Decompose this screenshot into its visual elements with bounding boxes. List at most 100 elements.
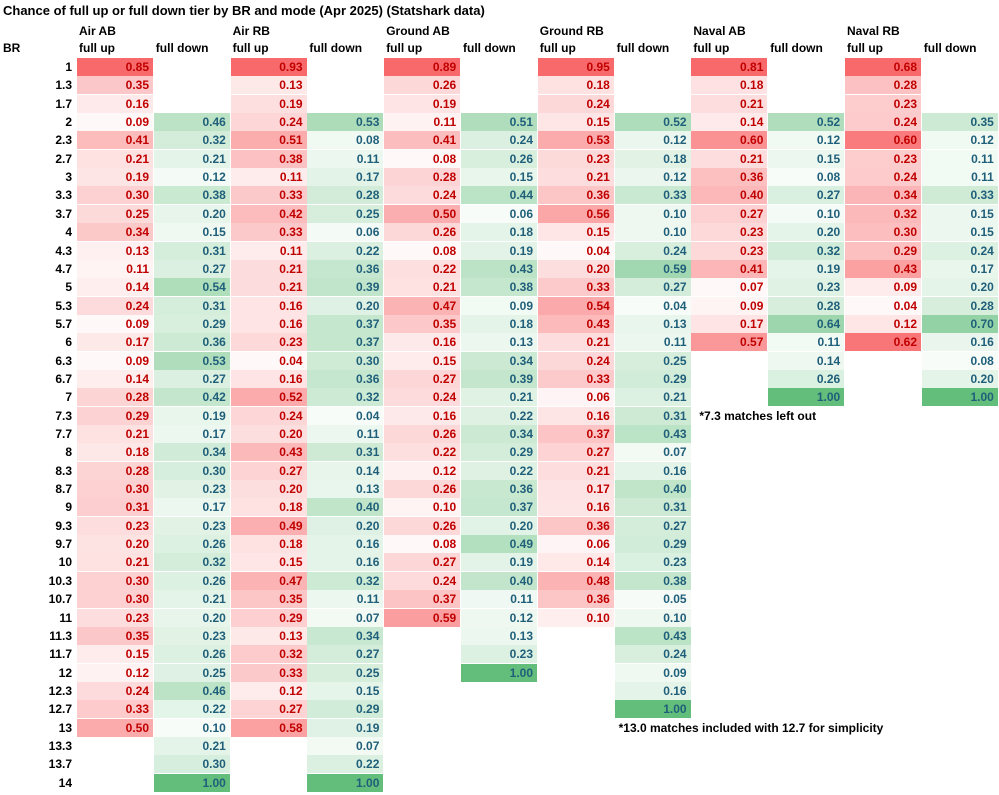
full-up-cell: 0.24 [845,168,921,187]
full-down-cell: 0.10 [768,204,845,223]
br-label: 10.3 [48,573,72,588]
full-up-cell: 0.35 [384,314,461,333]
full-down-cell: 0.14 [307,461,384,480]
full-up-cell: 0.24 [384,388,461,407]
full-down-cell: 0.32 [768,241,845,260]
full-down-cell: 0.12 [461,608,537,627]
full-up-cell: 0.28 [77,388,153,407]
full-up-cell: 0.85 [77,58,153,76]
full-up-cell: 0.15 [537,223,614,242]
full-up-cell: 0.26 [384,425,461,443]
full-down-cell: 0.20 [307,296,384,315]
mode-header: Naval AB [693,24,746,38]
full-up-cell: 0.68 [845,58,921,76]
full-down-cell: 0.12 [153,168,230,187]
full-down-cell: 0.21 [153,590,230,609]
full-down-cell: 0.29 [614,535,691,554]
full-down-cell: 0.20 [307,516,384,535]
full-down-header: full down [309,41,363,55]
mode-header: Air RB [232,24,270,38]
full-down-cell: 0.23 [153,516,230,535]
full-down-cell: 0.22 [461,406,537,425]
full-down-cell: 0.37 [461,498,537,517]
full-down-cell: 0.07 [307,608,384,627]
full-up-cell: 0.27 [230,700,307,719]
mode-header: Ground AB [386,24,450,38]
full-up-cell: 0.35 [77,76,153,95]
full-down-cell: 0.26 [461,149,537,168]
full-up-cell: 0.06 [537,388,614,407]
full-down-cell: 0.15 [461,168,537,187]
full-up-cell: 0.06 [537,535,614,554]
full-down-cell: 0.51 [461,113,537,132]
full-down-cell: 0.26 [768,369,845,388]
full-down-cell: 0.19 [461,241,537,260]
full-down-cell: 0.09 [614,663,691,682]
full-down-cell: 0.46 [153,681,230,700]
full-up-cell: 0.11 [230,168,307,187]
full-down-cell: 0.22 [307,241,384,260]
br-label: 11 [59,610,72,625]
full-up-cell: 0.24 [230,406,307,425]
full-down-header: full down [155,41,209,55]
full-down-cell: 1.00 [614,700,691,719]
full-down-cell: 0.36 [307,369,384,388]
br-label: 4.3 [55,243,72,258]
full-down-cell: 0.42 [153,388,230,407]
full-down-cell: 0.18 [461,314,537,333]
full-down-cell: 0.14 [768,351,845,370]
full-down-cell: 0.31 [307,443,384,462]
full-up-cell: 0.13 [230,76,307,95]
full-up-cell: 0.04 [537,241,614,260]
full-down-cell: 0.22 [153,700,230,719]
full-up-cell: 0.27 [230,461,307,480]
full-down-cell: 1.00 [768,388,845,407]
br-label: 9 [65,500,72,515]
full-up-cell: 0.20 [537,259,614,278]
full-up-cell: 0.23 [845,94,921,113]
full-down-cell: 0.46 [153,113,230,132]
mode-header: Ground RB [539,24,604,38]
full-down-cell: 0.12 [614,168,691,187]
full-down-cell: 0.25 [307,663,384,682]
full-down-cell: 0.19 [461,553,537,572]
full-up-cell: 0.16 [537,406,614,425]
full-down-cell: 0.24 [461,131,537,150]
full-down-cell: 0.22 [307,755,384,774]
br-label: 2 [65,115,72,130]
full-down-cell: 0.07 [614,443,691,462]
full-down-cell: 0.49 [461,535,537,554]
full-down-cell: 0.20 [153,608,230,627]
full-down-cell: 0.28 [307,186,384,205]
full-up-cell: 0.36 [537,186,614,205]
br-label: 4.7 [55,261,72,276]
br-label: 3.7 [55,206,72,221]
br-label: 9.3 [55,518,72,533]
full-up-cell: 0.23 [691,223,768,242]
full-down-cell: 1.00 [307,773,384,792]
full-up-cell: 0.24 [537,351,614,370]
chart-title: Chance of full up or full down tier by B… [3,3,485,18]
full-up-cell: 0.15 [230,553,307,572]
full-up-header: full up [386,41,423,55]
full-up-cell: 0.04 [845,296,921,315]
full-down-cell: 0.27 [153,369,230,388]
full-down-cell: 0.29 [153,314,230,333]
full-down-cell: 0.12 [614,131,691,150]
full-down-cell: 0.19 [153,406,230,425]
full-up-cell: 0.21 [691,94,768,113]
full-down-cell: 0.26 [153,571,230,590]
br-label: 7.3 [55,408,72,423]
full-up-cell: 0.04 [230,351,307,370]
full-down-cell: 0.19 [307,718,384,737]
full-down-cell: 0.28 [768,296,845,315]
full-down-header: full down [616,41,670,55]
full-up-cell: 0.24 [77,681,153,700]
full-down-cell: 0.26 [153,535,230,554]
full-up-cell: 0.24 [537,94,614,113]
full-up-cell: 0.37 [537,425,614,443]
full-down-cell: 0.12 [921,131,998,150]
full-up-cell: 0.27 [691,204,768,223]
full-down-cell: 0.44 [461,186,537,205]
full-up-cell: 0.50 [384,204,461,223]
